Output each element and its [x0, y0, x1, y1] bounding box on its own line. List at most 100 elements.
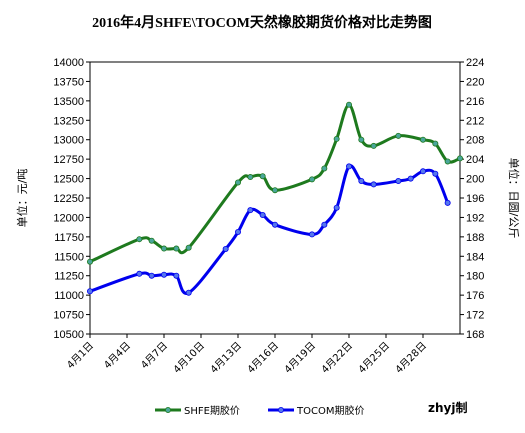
- right-tick-label: 224: [466, 57, 484, 69]
- left-tick-label: 11250: [54, 271, 84, 283]
- data-point-tocom: [370, 181, 377, 188]
- data-point-shfe: [271, 187, 278, 194]
- left-tick-label: 13750: [53, 76, 84, 88]
- data-point-tocom: [395, 177, 402, 184]
- data-point-shfe: [148, 237, 155, 244]
- left-tick-label: 13250: [53, 115, 84, 127]
- data-point-shfe: [247, 174, 254, 181]
- legend-marker-tocom: [277, 406, 284, 413]
- data-point-shfe: [345, 101, 352, 108]
- right-tick-label: 200: [466, 174, 484, 186]
- data-point-shfe: [333, 135, 340, 142]
- left-tick-label: 13000: [53, 135, 84, 147]
- data-point-tocom: [444, 199, 451, 206]
- right-axis-label: 单位：日圆/公斤: [507, 158, 521, 239]
- data-point-tocom: [222, 245, 229, 252]
- right-tick-label: 180: [466, 271, 484, 283]
- left-tick-label: 11500: [54, 251, 84, 263]
- legend: SHFE期胶价 TOCOM期胶价: [155, 404, 364, 417]
- data-point-tocom: [136, 270, 143, 277]
- left-tick-label: 12750: [53, 154, 84, 166]
- left-tick-label: 12000: [53, 212, 84, 224]
- left-axis-label: 单位：元/吨: [15, 169, 29, 228]
- right-tick-label: 216: [466, 96, 484, 108]
- data-point-shfe: [358, 136, 365, 143]
- x-tick-label: 4月19日: [282, 340, 318, 376]
- right-tick-label: 184: [466, 251, 484, 263]
- x-tick-label: 4月13日: [208, 340, 244, 376]
- x-tick-label: 4月28日: [393, 340, 429, 376]
- left-tick-label: 14000: [53, 57, 84, 69]
- data-point-tocom: [185, 289, 192, 296]
- x-tick-label: 4月1日: [64, 340, 96, 372]
- data-point-tocom: [271, 221, 278, 228]
- plot-area: [89, 61, 461, 335]
- series-layer: [87, 101, 463, 296]
- left-tick-label: 10500: [53, 329, 84, 341]
- x-tick-label: 4月16日: [245, 340, 281, 376]
- left-tick-label: 11000: [54, 290, 84, 302]
- legend-label-tocom: TOCOM期胶价: [296, 404, 364, 417]
- right-y-axis: 168 172 176 180 184 188 192 196 200 204 208 212 216 2…: [460, 57, 484, 341]
- data-point-tocom: [148, 272, 155, 279]
- data-point-shfe: [136, 236, 143, 243]
- chart-title: 2016年4月SHFE\TOCOM天然橡胶期货价格对比走势图: [92, 14, 432, 31]
- data-point-shfe: [419, 136, 426, 143]
- data-point-shfe: [259, 173, 266, 180]
- x-tick-label: 4月4日: [101, 340, 133, 372]
- data-point-tocom: [247, 207, 254, 214]
- right-tick-label: 212: [466, 115, 484, 127]
- right-tick-label: 192: [466, 212, 484, 224]
- x-tick-label: 4月7日: [138, 340, 170, 372]
- left-tick-label: 12500: [53, 174, 84, 186]
- right-tick-label: 196: [466, 193, 484, 205]
- data-point-shfe: [87, 258, 94, 265]
- data-point-tocom: [432, 170, 439, 177]
- data-point-shfe: [432, 140, 439, 147]
- data-point-tocom: [321, 221, 328, 228]
- x-tick-label: 4月10日: [171, 340, 207, 376]
- data-point-tocom: [160, 271, 167, 278]
- right-tick-label: 168: [466, 329, 484, 341]
- legend-label-shfe: SHFE期胶价: [184, 404, 240, 417]
- left-tick-label: 12250: [53, 193, 84, 205]
- data-point-shfe: [444, 158, 451, 165]
- right-tick-label: 188: [466, 232, 484, 244]
- left-tick-label: 10750: [53, 310, 84, 322]
- series-line-tocom: [88, 164, 450, 295]
- data-point-tocom: [345, 163, 352, 170]
- left-tick-label: 13500: [53, 96, 84, 108]
- data-point-shfe: [234, 179, 241, 186]
- data-point-shfe: [456, 155, 463, 162]
- data-point-shfe: [308, 176, 315, 183]
- data-point-shfe: [185, 244, 192, 251]
- data-point-tocom: [358, 177, 365, 184]
- x-tick-label: 4月22日: [319, 340, 355, 376]
- data-point-shfe: [173, 245, 180, 252]
- data-point-tocom: [259, 211, 266, 218]
- data-point-tocom: [87, 288, 94, 295]
- right-tick-label: 172: [466, 310, 484, 322]
- series-line-shfe: [88, 103, 462, 264]
- data-point-shfe: [370, 142, 377, 149]
- right-tick-label: 208: [466, 135, 484, 147]
- x-tick-label: 4月25日: [356, 340, 392, 376]
- credit-text: zhyj制: [428, 400, 467, 415]
- data-point-tocom: [333, 204, 340, 211]
- left-tick-label: 11750: [54, 232, 84, 244]
- right-tick-label: 204: [466, 154, 484, 166]
- legend-marker-shfe: [164, 406, 171, 413]
- left-y-axis: 10500 10750 11000 11250 11500 11750 12000 12250…: [53, 57, 90, 341]
- data-point-shfe: [395, 132, 402, 139]
- right-tick-label: 220: [466, 76, 484, 88]
- right-tick-label: 176: [466, 290, 484, 302]
- data-point-tocom: [308, 231, 315, 238]
- x-axis: 4月1日 4月4日 4月7日 4月10日 4月13日 4月16日 4月19日 4月22日 4月2…: [64, 334, 429, 376]
- data-point-tocom: [407, 175, 414, 182]
- data-point-tocom: [173, 272, 180, 279]
- data-point-tocom: [419, 168, 426, 175]
- data-point-shfe: [321, 165, 328, 172]
- data-point-shfe: [160, 245, 167, 252]
- data-point-tocom: [234, 228, 241, 235]
